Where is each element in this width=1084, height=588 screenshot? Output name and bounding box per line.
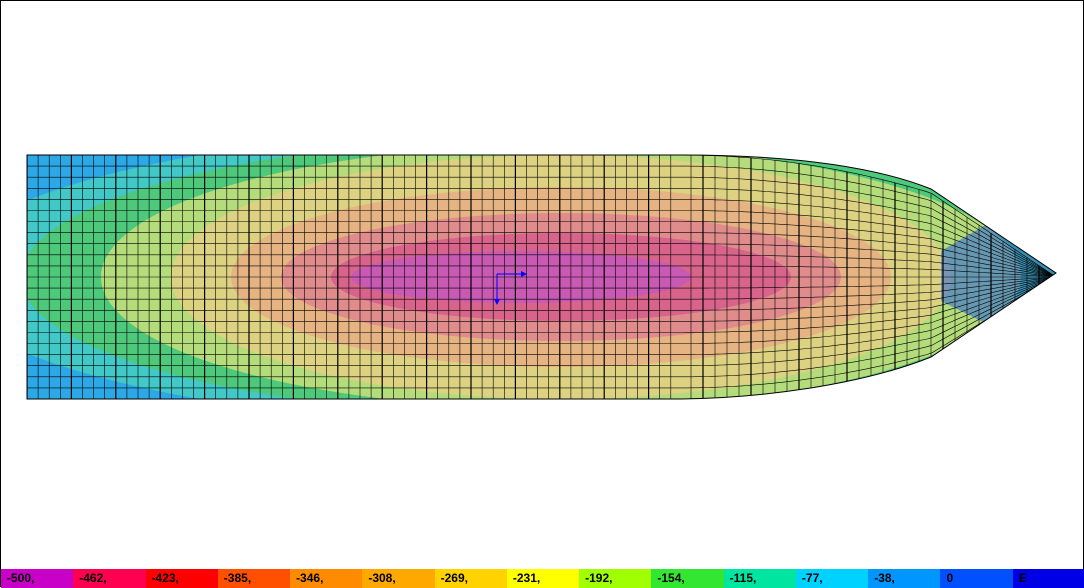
coordinate-axes [494, 271, 527, 305]
legend-swatch: -346, [290, 569, 363, 588]
legend-swatch: 0 [940, 569, 1013, 588]
legend-label: -385, [223, 571, 252, 585]
legend-label: E [1018, 571, 1027, 585]
legend-swatch: -231, [506, 569, 580, 588]
legend-swatch: -192, [579, 569, 652, 588]
legend-swatch: -38, [868, 569, 941, 588]
mesh-longitudinal-line [27, 176, 1056, 278]
mesh-longitudinal-line [27, 221, 1056, 278]
mesh-longitudinal-line [27, 276, 1056, 322]
legend-swatch: -462, [73, 569, 146, 588]
legend-label: -77, [801, 571, 823, 585]
legend-label: -115, [729, 571, 757, 585]
legend-label: -231, [512, 571, 541, 585]
mesh-longitudinal-line [27, 276, 1056, 389]
legend-label: -192, [585, 571, 613, 585]
legend-swatch: -115, [723, 569, 796, 588]
color-legend-bar: -500, -462, -423, -385, -346, -308, -269, -231,… [1, 569, 1084, 588]
contour-plot [26, 154, 1057, 400]
mesh-longitudinal-line [27, 276, 1056, 333]
legend-swatch: -308, [362, 569, 435, 588]
mesh-longitudinal-line [27, 165, 1056, 278]
legend-swatch: -269, [434, 569, 507, 588]
mesh-longitudinal-line [27, 254, 1056, 278]
legend-swatch: -385, [217, 569, 291, 588]
mesh-longitudinal-line [27, 155, 1056, 278]
mesh-grid [27, 155, 1056, 399]
legend-label: -269, [440, 571, 468, 585]
legend-swatch: -423, [145, 569, 218, 588]
mesh-longitudinal-line [27, 243, 1056, 278]
mesh-longitudinal-line [27, 210, 1056, 278]
axis-y-arrow [494, 299, 500, 305]
mesh-longitudinal-line [27, 199, 1056, 278]
legend-swatch: -77, [795, 569, 869, 588]
hull-outline [26, 154, 1057, 400]
legend-label: -308, [368, 571, 396, 585]
mesh-longitudinal-line [27, 276, 1056, 311]
legend-label: -346, [296, 571, 324, 585]
mesh-longitudinal-line [27, 276, 1056, 378]
mesh-longitudinal-line [27, 232, 1056, 278]
mesh-longitudinal-line [27, 188, 1056, 278]
legend-label: -38, [874, 571, 895, 585]
legend-swatch: -500, [1, 569, 74, 588]
mesh-longitudinal-line [27, 276, 1056, 355]
legend-label: -462, [79, 571, 107, 585]
axis-x-arrow [521, 271, 527, 277]
mesh-longitudinal-line [27, 276, 1056, 300]
legend-swatch: E [1012, 569, 1084, 588]
legend-label: -500, [7, 571, 35, 585]
mesh-longitudinal-line [27, 276, 1056, 344]
mesh-longitudinal-line [27, 276, 1056, 366]
legend-label: -154, [657, 571, 685, 585]
legend-label: 0 [946, 571, 954, 585]
mesh-longitudinal-line [27, 276, 1056, 289]
mesh-longitudinal-line [27, 265, 1056, 278]
legend-label: -423, [151, 571, 179, 585]
legend-swatch: -154, [651, 569, 724, 588]
